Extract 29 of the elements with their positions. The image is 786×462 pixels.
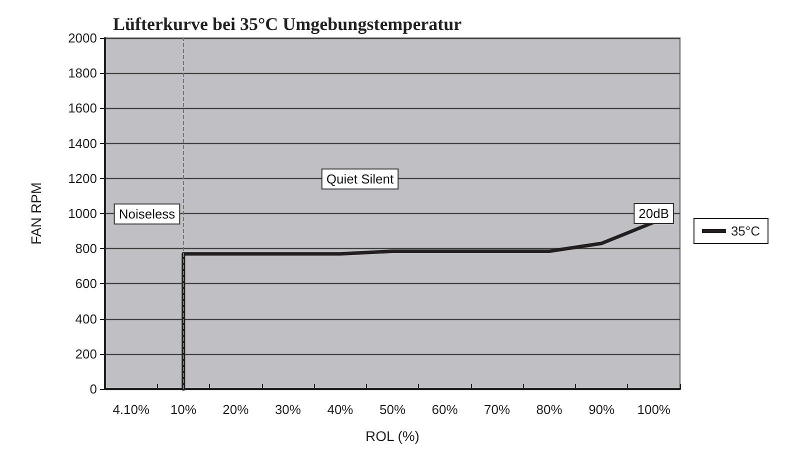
x-tick-label: 100% <box>637 402 671 417</box>
annotation: Quiet Silent <box>326 172 394 186</box>
x-tick-label: 80% <box>536 402 563 417</box>
y-tick-label: 1600 <box>68 100 97 116</box>
y-tick-label: 2000 <box>68 30 97 46</box>
x-tick-label: 40% <box>327 402 354 417</box>
x-tick-label: 10% <box>170 402 197 417</box>
x-tick-label: 20% <box>222 402 250 417</box>
x-axis-title: ROL (%) <box>366 428 420 444</box>
annotation: 20dB <box>638 206 670 221</box>
annotation: Noiseless <box>118 206 176 222</box>
x-tick-label: 4.10% <box>112 402 150 417</box>
y-tick-label: 1800 <box>68 66 97 81</box>
y-tick-label: 400 <box>75 311 97 326</box>
x-tick-label: 30% <box>274 402 302 417</box>
y-tick-label: 200 <box>75 346 97 362</box>
y-tick-label: 800 <box>75 241 97 256</box>
y-tick-label: 600 <box>75 276 97 292</box>
x-tick-label: 70% <box>484 402 510 417</box>
legend-label: 35°C <box>730 224 760 238</box>
y-tick-label: 1400 <box>68 136 97 151</box>
x-tick-label: 60% <box>432 402 458 417</box>
y-tick-label: 1200 <box>68 170 97 186</box>
y-tick-label: 0 <box>90 382 97 396</box>
y-tick-label: 1000 <box>68 206 97 221</box>
y-axis-title: FAN RPM <box>28 182 44 245</box>
x-tick-label: 90% <box>588 402 616 417</box>
x-tick-label: 50% <box>379 402 406 417</box>
chart-title: Lüfterkurve bei 35°C Umgebungstemperatur <box>113 14 462 34</box>
